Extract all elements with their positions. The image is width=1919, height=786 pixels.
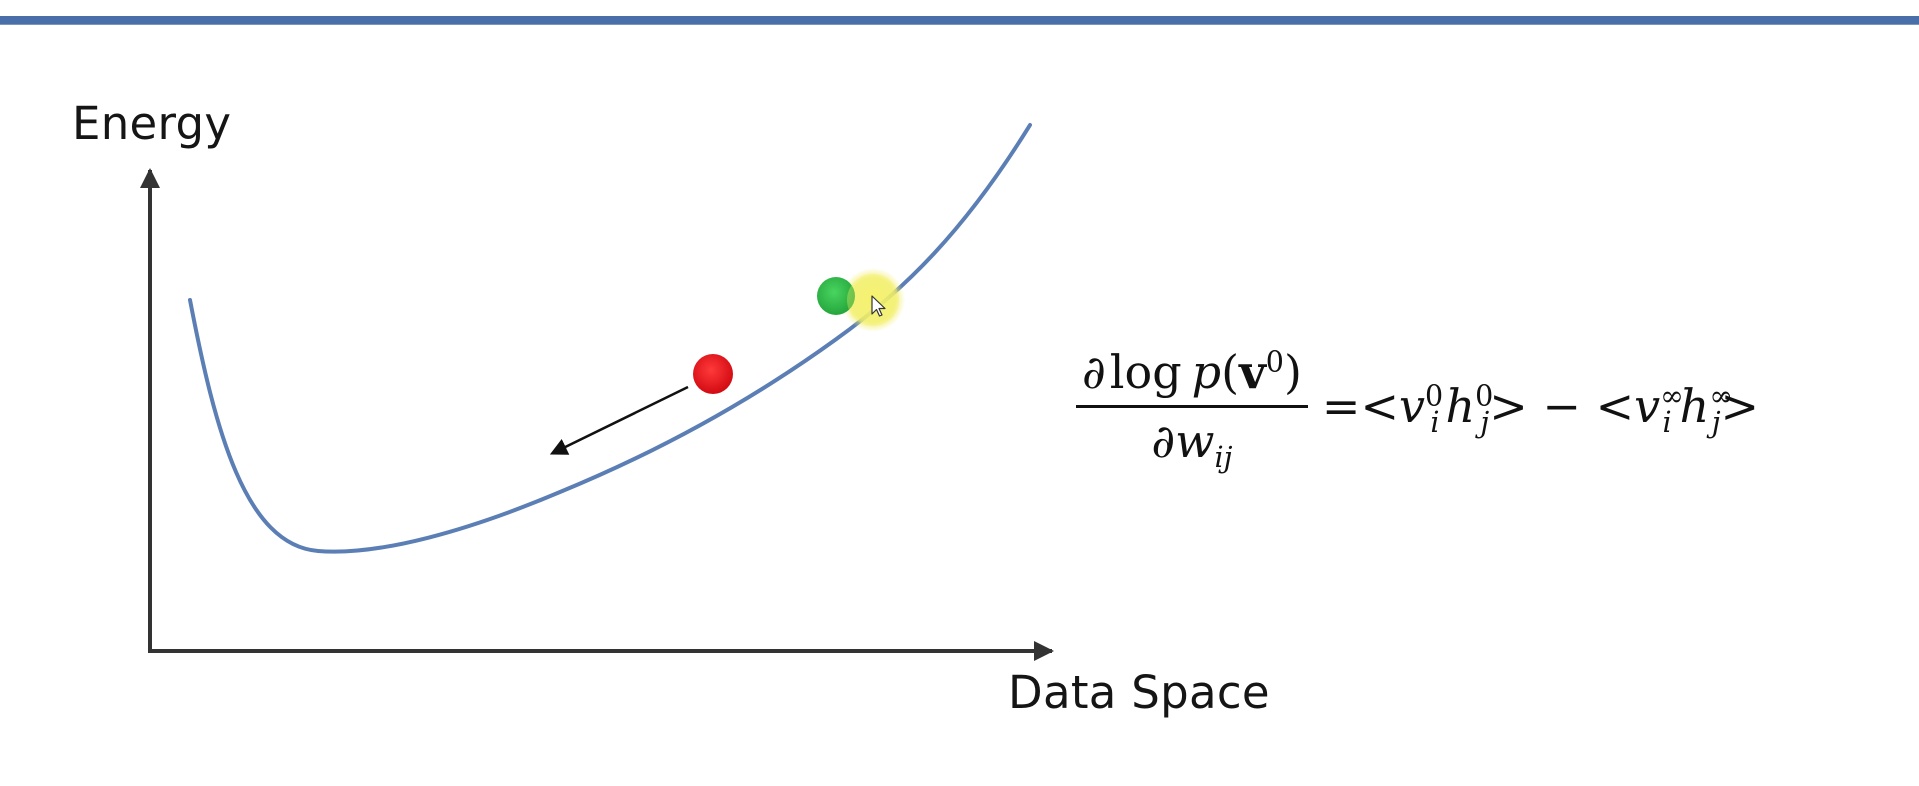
h-term: h	[1445, 379, 1476, 433]
v-term: v	[1399, 379, 1425, 433]
open-paren: (	[1221, 344, 1240, 399]
p-symbol: p	[1191, 344, 1222, 399]
green-ball	[817, 277, 855, 315]
h-term-sup: ∞	[1709, 379, 1734, 413]
equals-sign: =	[1321, 379, 1361, 433]
x-axis-label: Data Space	[1008, 666, 1270, 719]
minus-sign: −	[1527, 379, 1596, 433]
angle-open: <	[1360, 379, 1399, 433]
partial-symbol: ∂	[1151, 413, 1176, 468]
formula-numerator: ∂log p(v0)	[1076, 347, 1308, 405]
h-term: h	[1679, 379, 1710, 433]
formula-denominator: ∂wij	[1151, 408, 1232, 472]
fraction-bar	[1076, 404, 1308, 408]
header-bar	[0, 16, 1919, 25]
v-term-sub: i	[1430, 406, 1440, 440]
angle-open: <	[1595, 379, 1635, 433]
log-text: log	[1109, 344, 1182, 399]
close-paren: )	[1283, 344, 1302, 399]
v-vector: v	[1239, 344, 1266, 399]
formula-fraction: ∂log p(v0) ∂wij	[1076, 347, 1308, 472]
w-symbol: w	[1175, 413, 1215, 468]
formula-rhs: =<v0i h0j> − <v∞i h∞j>	[1321, 379, 1760, 437]
h-term-sup: 0	[1475, 379, 1494, 413]
mouse-pointer-icon	[871, 295, 886, 317]
partial-symbol: ∂	[1082, 344, 1106, 399]
v-term-sub: i	[1662, 406, 1672, 440]
h-term-sub: j	[1711, 406, 1721, 440]
v-term: v	[1634, 379, 1661, 433]
y-axis-label: Energy	[72, 97, 232, 150]
v-superscript: 0	[1265, 345, 1284, 379]
descent-arrow	[549, 385, 689, 455]
red-ball	[693, 354, 733, 394]
angle-close: >	[1720, 379, 1760, 433]
h-term-sub: j	[1480, 406, 1490, 440]
gradient-formula: ∂log p(v0) ∂wij =<v0i h0j> − <v∞i h∞j>	[1076, 336, 1759, 476]
angle-close: >	[1489, 379, 1528, 433]
energy-curve	[188, 123, 1032, 554]
v-term-sup: ∞	[1660, 379, 1684, 413]
w-subscript: ij	[1214, 440, 1233, 474]
v-term-sup: 0	[1425, 379, 1444, 413]
